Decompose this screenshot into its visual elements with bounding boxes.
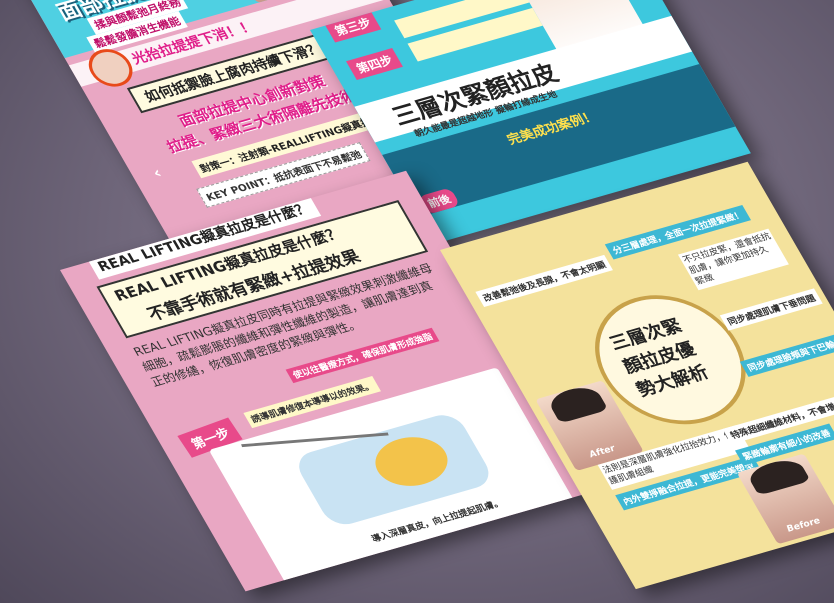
note-4: 同步處理肌膚下垂問題 bbox=[719, 288, 823, 331]
note-5: 同步處理臉頰與下巴輪廓 bbox=[739, 332, 834, 377]
before-label: Before bbox=[785, 516, 823, 535]
step4-label: 第四步 bbox=[345, 48, 403, 81]
illustration-panel: 導入深層真皮，向上拉提起肌膚。 bbox=[208, 367, 575, 584]
after-label: After bbox=[587, 444, 618, 461]
chevron-left-icon: ‹ bbox=[148, 163, 165, 183]
doctor-hair bbox=[540, 0, 598, 2]
note-3: 改善鬆弛後及長腺，不會太明顯 bbox=[475, 254, 613, 308]
note-2: 不只拉皮緊，還會抵抗肌膚，讓你更加持久 緊緻 bbox=[677, 228, 789, 291]
after-hair bbox=[544, 382, 609, 424]
